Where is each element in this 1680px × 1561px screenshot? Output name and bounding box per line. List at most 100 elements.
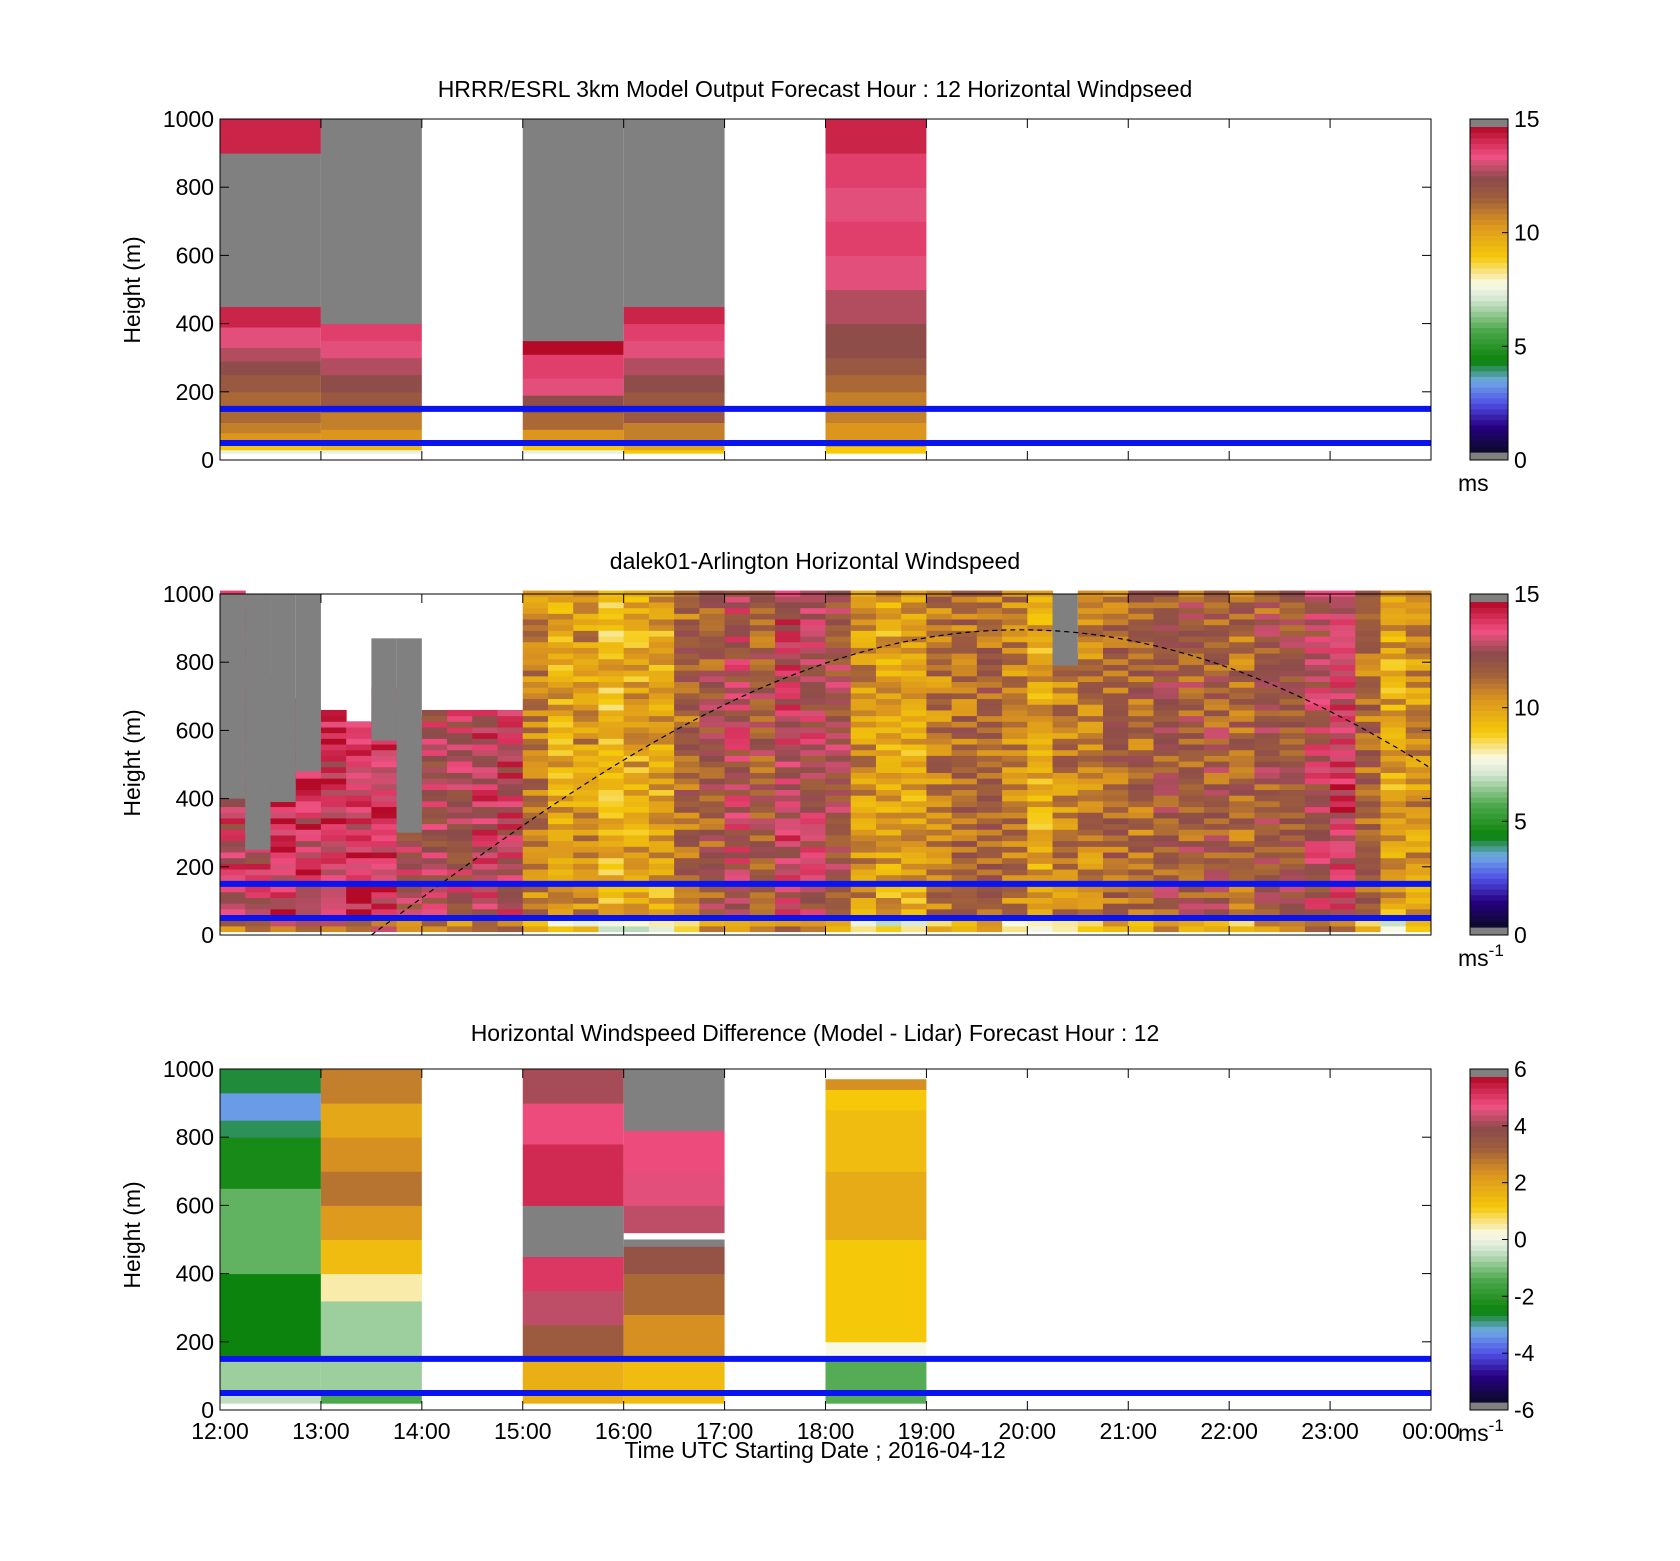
heatmap-cell [1128,675,1154,683]
heatmap-cell [1203,721,1230,728]
heatmap-cell [472,789,499,796]
colorbar-step [1470,127,1508,134]
heatmap-cell [623,1246,725,1275]
heatmap-cell [1380,653,1407,660]
heatmap-cell [1077,738,1104,745]
heatmap-cell [1178,874,1205,881]
heatmap-cell [573,908,599,916]
heatmap-cell [749,800,776,808]
heatmap-cell [1128,624,1154,631]
heatmap-cell [1405,596,1432,603]
heatmap-cell [1128,800,1154,808]
heatmap-cell [472,744,499,751]
heatmap-cell [1229,874,1255,881]
heatmap-cell [1380,817,1407,825]
heatmap-cell [270,846,297,853]
heatmap-cell [699,721,726,728]
heatmap-cell [447,925,473,933]
heatmap-cell [1077,823,1104,830]
colorbar-step [1470,845,1508,852]
heatmap-cell [648,783,675,791]
heatmap-cell [749,709,776,717]
heatmap-cell [1405,692,1432,700]
heatmap-cell [346,857,372,864]
heatmap-cell [270,857,297,864]
heatmap-cell [775,874,801,881]
heatmap-cell [346,897,372,904]
heatmap-cell [623,840,650,847]
colorbar-step [1470,921,1508,928]
heatmap-cell [901,925,927,933]
heatmap-cell [497,903,524,910]
heatmap-cell [724,908,751,916]
heatmap-cell [522,664,549,671]
heatmap-cell [1330,681,1356,688]
heatmap-cell [648,817,675,825]
heatmap-cell [1330,903,1356,910]
heatmap-cell [1330,687,1356,694]
heatmap-cell [1077,874,1104,881]
heatmap-cell [699,658,726,665]
heatmap-cell [1052,806,1079,813]
heatmap-cell [1027,641,1054,648]
heatmap-cell [472,823,499,830]
heatmap-cell [522,698,549,705]
heatmap-cell [1027,783,1054,791]
heatmap-cell [1254,783,1281,791]
heatmap-cell [346,920,372,927]
heatmap-cell [976,664,1003,671]
heatmap-cell [825,446,927,454]
heatmap-cell [1052,726,1079,734]
heatmap-cell [1380,812,1407,819]
heatmap-cell [1002,823,1028,830]
heatmap-cell [699,806,726,813]
heatmap-cell [1279,903,1306,910]
heatmap-cell [1405,772,1432,779]
heatmap-cell [623,857,650,864]
heatmap-cell [598,704,625,711]
heatmap-cell [1002,857,1028,864]
heatmap-cell [497,721,524,728]
heatmap-cell [850,897,877,904]
heatmap-cell [1254,687,1281,694]
heatmap-cell [1229,613,1255,620]
heatmap-cell [1077,755,1104,762]
heatmap-cell [598,829,625,836]
heatmap-cell [1077,869,1104,876]
heatmap-cell [1254,829,1281,836]
heatmap-cell [396,846,423,853]
heatmap-cell [926,601,953,609]
heatmap-cell [547,647,574,654]
heatmap-cell [1103,886,1129,893]
heatmap-cell [724,783,751,791]
heatmap-cell [1380,726,1407,734]
heatmap-cell [800,778,826,785]
heatmap-cell [245,920,271,927]
heatmap-cell [800,698,826,705]
heatmap-cell [850,709,877,717]
colorbar-step [1470,1326,1508,1333]
heatmap-cell [598,607,625,614]
heatmap-cell [346,863,372,870]
colorbar-step [1470,737,1508,744]
heatmap-cell [1355,795,1382,802]
heatmap-cell [1178,715,1205,722]
colorbar-step [1470,867,1508,874]
heatmap-cell [875,857,902,864]
heatmap-cells [220,119,927,454]
colorbar-step [1470,721,1508,728]
y-tick-label: 600 [176,717,214,743]
heatmap-cell [1355,630,1382,637]
heatmap-cell [522,1290,624,1326]
heatmap-cell [1128,852,1154,859]
heatmap-cell [1254,704,1281,711]
heatmap-cell [371,778,398,785]
heatmap-cell [371,897,398,904]
heatmap-cell [1254,886,1281,893]
heatmap-cell [1027,692,1054,700]
heatmap-cell [1229,863,1255,870]
heatmap-cell [1254,766,1281,773]
heatmap-cell [547,715,574,722]
heatmap-cell [1103,789,1129,796]
heatmap-cell [1103,619,1129,626]
